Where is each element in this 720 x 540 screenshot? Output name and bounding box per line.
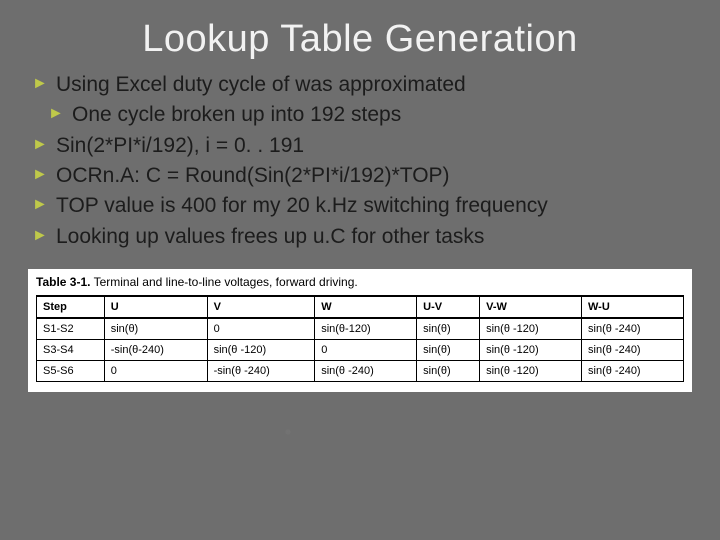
table-cell: S1-S2 bbox=[37, 318, 105, 340]
table-row: S3-S4 -sin(θ-240) sin(θ -120) 0 sin(θ) s… bbox=[37, 340, 684, 361]
slide: Lookup Table Generation ► Using Excel du… bbox=[0, 0, 720, 540]
table-cell: sin(θ -240) bbox=[582, 340, 684, 361]
table-cell: sin(θ -240) bbox=[315, 361, 417, 382]
table-caption-label: Table 3-1. bbox=[36, 275, 90, 289]
table-caption: Table 3-1. Terminal and line-to-line vol… bbox=[36, 275, 684, 289]
bullet-text: Looking up values frees up u.C for other… bbox=[56, 225, 484, 248]
bullet-text: OCRn.A: C = Round(Sin(2*PI*i/192)*TOP) bbox=[56, 164, 450, 187]
triangle-icon: ► bbox=[32, 73, 48, 95]
table-cell: sin(θ -240) bbox=[582, 318, 684, 340]
bullet-text: Using Excel duty cycle of was approximat… bbox=[56, 73, 466, 96]
bullet-item: ► TOP value is 400 for my 20 k.Hz switch… bbox=[32, 192, 692, 220]
bullet-text: TOP value is 400 for my 20 k.Hz switchin… bbox=[56, 194, 548, 217]
table-row: S5-S6 0 -sin(θ -240) sin(θ -240) sin(θ) … bbox=[37, 361, 684, 382]
table-cell: 0 bbox=[207, 318, 315, 340]
table-caption-text: Terminal and line-to-line voltages, forw… bbox=[94, 275, 358, 289]
table-cell: sin(θ -120) bbox=[480, 340, 582, 361]
triangle-icon: ► bbox=[48, 103, 64, 125]
bullet-item: ► One cycle broken up into 192 steps bbox=[32, 101, 692, 129]
voltage-table: Step U V W U-V V-W W-U S1-S2 sin(θ) 0 si… bbox=[36, 295, 684, 382]
table-cell: S3-S4 bbox=[37, 340, 105, 361]
slide-title: Lookup Table Generation bbox=[28, 18, 692, 61]
table-header: W-U bbox=[582, 296, 684, 318]
triangle-icon: ► bbox=[32, 164, 48, 186]
table-header: V bbox=[207, 296, 315, 318]
bullet-item: ► Looking up values frees up u.C for oth… bbox=[32, 223, 692, 251]
table-cell: S5-S6 bbox=[37, 361, 105, 382]
bullet-list: ► Using Excel duty cycle of was approxim… bbox=[28, 71, 692, 251]
table-cell: sin(θ) bbox=[417, 318, 480, 340]
bullet-item: ► OCRn.A: C = Round(Sin(2*PI*i/192)*TOP) bbox=[32, 162, 692, 190]
table-cell: sin(θ) bbox=[417, 340, 480, 361]
table-cell: sin(θ-120) bbox=[315, 318, 417, 340]
table-row: S1-S2 sin(θ) 0 sin(θ-120) sin(θ) sin(θ -… bbox=[37, 318, 684, 340]
triangle-icon: ► bbox=[32, 225, 48, 247]
triangle-icon: ► bbox=[32, 194, 48, 216]
bullet-item: ► Sin(2*PI*i/192), i = 0. . 191 bbox=[32, 132, 692, 160]
table-header: W bbox=[315, 296, 417, 318]
triangle-icon: ► bbox=[32, 134, 48, 156]
table-cell: -sin(θ-240) bbox=[104, 340, 207, 361]
table-header: Step bbox=[37, 296, 105, 318]
table-header: V-W bbox=[480, 296, 582, 318]
bullet-text: One cycle broken up into 192 steps bbox=[72, 103, 401, 126]
table-header: U-V bbox=[417, 296, 480, 318]
bullet-text: Sin(2*PI*i/192), i = 0. . 191 bbox=[56, 134, 304, 157]
table-cell: sin(θ -120) bbox=[480, 361, 582, 382]
table-header: U bbox=[104, 296, 207, 318]
table-cell: 0 bbox=[315, 340, 417, 361]
table-cell: -sin(θ -240) bbox=[207, 361, 315, 382]
table-cell: sin(θ) bbox=[104, 318, 207, 340]
table-cell: sin(θ -120) bbox=[480, 318, 582, 340]
table-cell: sin(θ -240) bbox=[582, 361, 684, 382]
table-container: Table 3-1. Terminal and line-to-line vol… bbox=[28, 269, 692, 392]
table-cell: sin(θ) bbox=[417, 361, 480, 382]
bullet-item: ► Using Excel duty cycle of was approxim… bbox=[32, 71, 692, 99]
table-cell: 0 bbox=[104, 361, 207, 382]
table-header-row: Step U V W U-V V-W W-U bbox=[37, 296, 684, 318]
table-cell: sin(θ -120) bbox=[207, 340, 315, 361]
